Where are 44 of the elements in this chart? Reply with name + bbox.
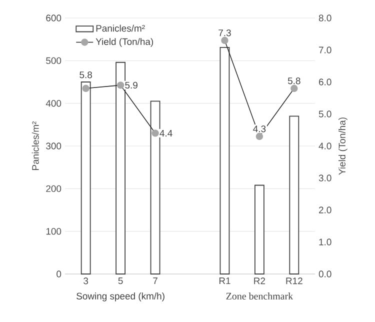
x-tick-label: R2 [254,278,266,284]
y-tick-label: 300 [46,142,62,150]
y-tick-label: 100 [46,228,62,235]
text: Zone benchmark [226,292,294,300]
point [256,132,264,140]
point [116,82,124,89]
point [152,130,159,137]
y2-tick-label: 5.0 [318,110,332,118]
bar [80,82,91,274]
y-tick-label: 500 [46,57,62,64]
text: Sowing speed (km/h) [76,292,164,302]
y2-tick-label: 0.0 [318,270,332,278]
y2-tick-label: 4.0 [318,142,332,150]
legend-label: Panicles/m² [96,24,145,32]
y-axis-title: Panicles/m² [32,121,39,170]
y2-tick-label: 3.0 [318,174,332,182]
y2-tick-label: 8.0 [318,14,332,22]
y2-tick-label: 6.0 [319,78,332,86]
data-label: 5.9 [125,82,138,89]
data-label: 5.8 [288,77,300,84]
data-label: 7.3 [218,29,231,36]
y2-tick-label: 7.0 [319,46,332,54]
point [221,36,228,44]
point [290,84,298,92]
x-tick-label: R12 [286,278,302,284]
data-label: 4.4 [160,130,172,136]
bar [254,184,264,274]
y2-tick-label: 1.0 [319,238,332,246]
y2-tick-label: 2.0 [318,206,332,214]
point [82,84,90,92]
y-tick-label: 400 [46,100,62,107]
y-tick-label: 0 [56,270,62,278]
y2-axis-title: Yield (Ton/ha) [338,118,348,175]
x-tick-label: 7 [153,278,158,284]
legend-label: Yield (Ton/ha) [96,38,154,47]
y-tick-label: 600 [46,14,62,22]
y-tick-label: 200 [46,185,62,192]
x-tick-label: 3 [84,278,88,284]
x-tick-label: 5 [118,278,123,284]
bar [220,46,230,274]
x-tick-label: R1 [219,278,230,284]
data-label: 5.8 [80,71,92,78]
bar [289,116,300,274]
data-label: 4.3 [253,126,266,132]
